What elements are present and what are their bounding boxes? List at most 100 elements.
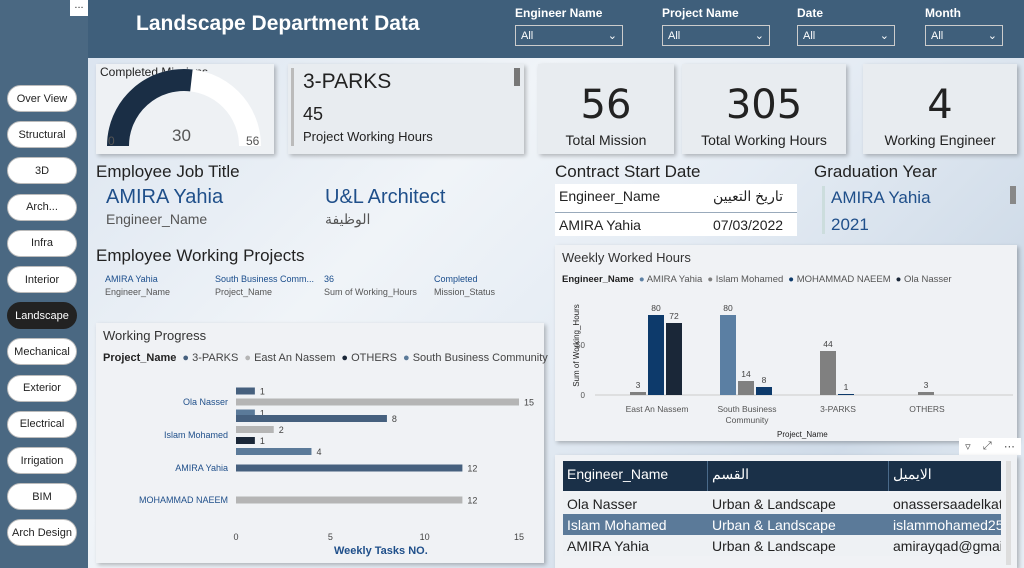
column-header: Engineer_Name (559, 188, 661, 204)
x-tick-label: 10 (420, 532, 430, 542)
project-hours-label: Sum of Working_Hours (324, 287, 417, 297)
project-engineer: AMIRA Yahia (105, 274, 158, 284)
divider (555, 212, 797, 213)
weekly-hours-card: Weekly Worked Hours Engineer_Name ● AMIR… (555, 245, 1017, 441)
y-tick-label: Islam Mohamed (164, 430, 228, 440)
engineer-name-dropdown[interactable]: All ⌄ (515, 25, 623, 46)
header: Landscape Department Data Engineer Name … (88, 0, 1024, 58)
filter-icon[interactable]: ▿ (965, 441, 971, 453)
x-tick-label: 15 (514, 532, 524, 542)
kpi-value: 305 (725, 82, 803, 128)
y-tick-label: Ola Nasser (183, 397, 228, 407)
data-label: 72 (669, 311, 679, 321)
table-cell: Urban & Landscape (712, 496, 836, 512)
bar-3-parks[interactable] (236, 387, 255, 395)
filter-label: Month (925, 6, 961, 20)
section-title: Contract Start Date (555, 162, 701, 181)
nav-item-arch[interactable]: Arch... (7, 193, 77, 221)
nav-item-bim[interactable]: BIM (7, 483, 77, 511)
bar-east-an-nassem[interactable] (236, 426, 274, 433)
nav-item-infra[interactable]: Infra (7, 229, 77, 257)
nav-item-structural[interactable]: Structural (7, 121, 77, 149)
kpi-value: 56 (580, 82, 632, 128)
kpi-label: Total Working Hours (701, 132, 827, 148)
bar-3-parks[interactable] (236, 464, 463, 472)
column-header[interactable]: الايميل (893, 466, 932, 482)
table-cell: Urban & Landscape (712, 517, 836, 533)
bar-mohammad-naeem[interactable] (648, 315, 664, 395)
bar-south-business-community[interactable] (236, 409, 255, 417)
gauge-value: 30 (172, 126, 191, 145)
nav-item-over-view[interactable]: Over View (7, 85, 77, 112)
bar-islam-mohamed[interactable] (820, 351, 836, 395)
job-value: U&L Architect (325, 186, 446, 208)
completed-missions-card: Completed Missions 0 30 56 (96, 64, 274, 154)
month-dropdown[interactable]: All ⌄ (925, 25, 1003, 46)
y-axis-label: Sum of Working_Hours (571, 304, 581, 387)
bar-mohammad-naeem[interactable] (838, 394, 854, 395)
more-options-icon[interactable]: ... (70, 0, 88, 16)
legend-items: ● AMIRA Yahia ● Islam Mohamed ● MOHAMMAD N… (639, 274, 952, 285)
data-label: 14 (741, 369, 751, 379)
scrollbar[interactable] (514, 68, 520, 86)
bar-islam-mohamed[interactable] (918, 392, 934, 395)
project-hours-value: 45 (303, 104, 324, 124)
project-name-dropdown[interactable]: All ⌄ (662, 25, 770, 46)
nav-item-mechanical[interactable]: Mechanical (7, 338, 77, 366)
visual-toolbar: ▿ ⤢ ⋯ (959, 438, 1021, 455)
total-working-hours-card: 305 Total Working Hours (682, 64, 846, 154)
table-row[interactable]: Ola Nasser Urban & Landscape onassersaadel… (563, 493, 1001, 514)
graduation-section: Graduation Year AMIRA Yahia 2021 (812, 160, 1018, 236)
bar-others[interactable] (236, 437, 255, 444)
bar-amira-yahia[interactable] (720, 315, 736, 395)
focus-mode-icon[interactable]: ⤢ (982, 440, 992, 452)
section-title: Employee Working Projects (96, 246, 305, 265)
contract-section: Contract Start Date Engineer_Name تاريخ … (553, 160, 805, 236)
legend-item: ● Islam Mohamed (707, 274, 784, 285)
nav-item-exterior[interactable]: Exterior (7, 374, 77, 402)
legend-item: ● East An Nassem (244, 352, 336, 364)
table-row[interactable]: AMIRA Yahia Urban & Landscape amirayqad@gm… (563, 535, 1001, 556)
main-area: Landscape Department Data Engineer Name … (88, 0, 1024, 568)
gauge-min: 0 (108, 134, 115, 148)
project-hours-value: 36 (324, 274, 335, 284)
job-title-section: Employee Job Title AMIRA Yahia Engineer_… (96, 160, 546, 236)
table-cell: Urban & Landscape (712, 538, 836, 554)
table-header-row (563, 461, 1001, 491)
project-hours-label: Project Working Hours (303, 129, 433, 144)
nav-item-landscape[interactable]: Landscape (7, 302, 77, 330)
scrollbar-track[interactable] (1006, 461, 1011, 565)
nav-item-electrical[interactable]: Electrical (7, 410, 77, 438)
graduation-year: 2021 (831, 215, 869, 234)
data-label: 1 (260, 409, 265, 419)
nav-item-interior[interactable]: Interior (7, 266, 77, 293)
chevron-down-icon: ⌄ (987, 30, 997, 42)
bar-east-an-nassem[interactable] (236, 398, 519, 406)
data-label: 3 (636, 380, 641, 390)
project-engineer-label: Engineer_Name (105, 287, 171, 297)
chart-title: Working Progress (103, 328, 207, 343)
table-row[interactable]: Islam Mohamed Urban & Landscape islammoham… (563, 514, 1001, 535)
x-axis-label: Project_Name (777, 430, 828, 439)
nav-item-arch-design[interactable]: Arch Design (7, 519, 77, 547)
column-header[interactable]: Engineer_Name (567, 466, 669, 482)
column-header[interactable]: القسم (712, 466, 750, 482)
nav-item-3d[interactable]: 3D (7, 157, 77, 185)
bar-east-an-nassem[interactable] (236, 496, 463, 504)
more-options-icon[interactable]: ⋯ (1003, 441, 1015, 453)
bar-3-parks[interactable] (236, 415, 387, 422)
scrollbar[interactable] (1010, 186, 1016, 204)
date-dropdown[interactable]: All ⌄ (797, 25, 895, 46)
bar-islam-mohamed[interactable] (738, 381, 754, 395)
x-tick-label: 5 (328, 532, 333, 542)
bar-mohammad-naeem[interactable] (756, 387, 772, 395)
x-tick-label: 0 (233, 532, 238, 542)
bar-islam-mohamed[interactable] (630, 392, 646, 395)
legend-item: ● MOHAMMAD NAEEM (788, 274, 891, 285)
data-label: 12 (467, 496, 477, 506)
bar-ola-nasser[interactable] (666, 323, 682, 395)
chevron-down-icon: ⌄ (607, 30, 617, 42)
bar-south-business-community[interactable] (236, 448, 312, 455)
nav-item-irrigation[interactable]: Irrigation (7, 447, 77, 474)
graduation-name: AMIRA Yahia (831, 188, 931, 207)
